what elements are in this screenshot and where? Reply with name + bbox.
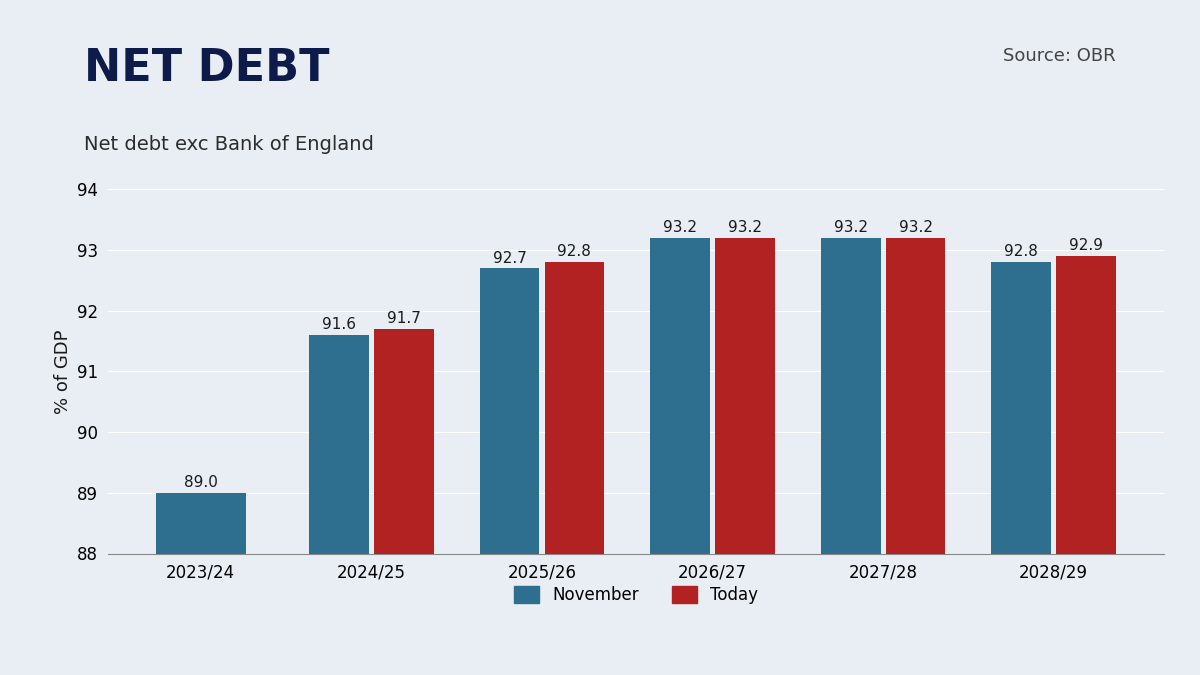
Text: 92.7: 92.7 [493,250,527,265]
Bar [310,335,368,554]
Text: Net debt exc Bank of England: Net debt exc Bank of England [84,135,374,154]
Bar [1056,256,1116,554]
Bar [156,493,246,554]
Bar [991,262,1051,554]
Bar [715,238,775,554]
Text: 93.2: 93.2 [834,220,868,235]
Text: 91.7: 91.7 [386,311,421,326]
Text: 92.8: 92.8 [558,244,592,259]
Bar [480,268,540,554]
Text: 93.2: 93.2 [728,220,762,235]
Y-axis label: % of GDP: % of GDP [54,329,72,414]
Bar [650,238,710,554]
Text: 93.2: 93.2 [899,220,932,235]
Text: Source: OBR: Source: OBR [1003,47,1116,65]
Bar [886,238,946,554]
Text: 89.0: 89.0 [184,475,217,490]
Bar [374,329,433,554]
Bar [821,238,881,554]
Legend: November, Today: November, Today [508,579,764,611]
Text: 92.8: 92.8 [1004,244,1038,259]
Text: 93.2: 93.2 [664,220,697,235]
Text: 92.9: 92.9 [1069,238,1103,253]
Bar [545,262,605,554]
Text: 91.6: 91.6 [322,317,356,332]
Text: NET DEBT: NET DEBT [84,47,330,90]
